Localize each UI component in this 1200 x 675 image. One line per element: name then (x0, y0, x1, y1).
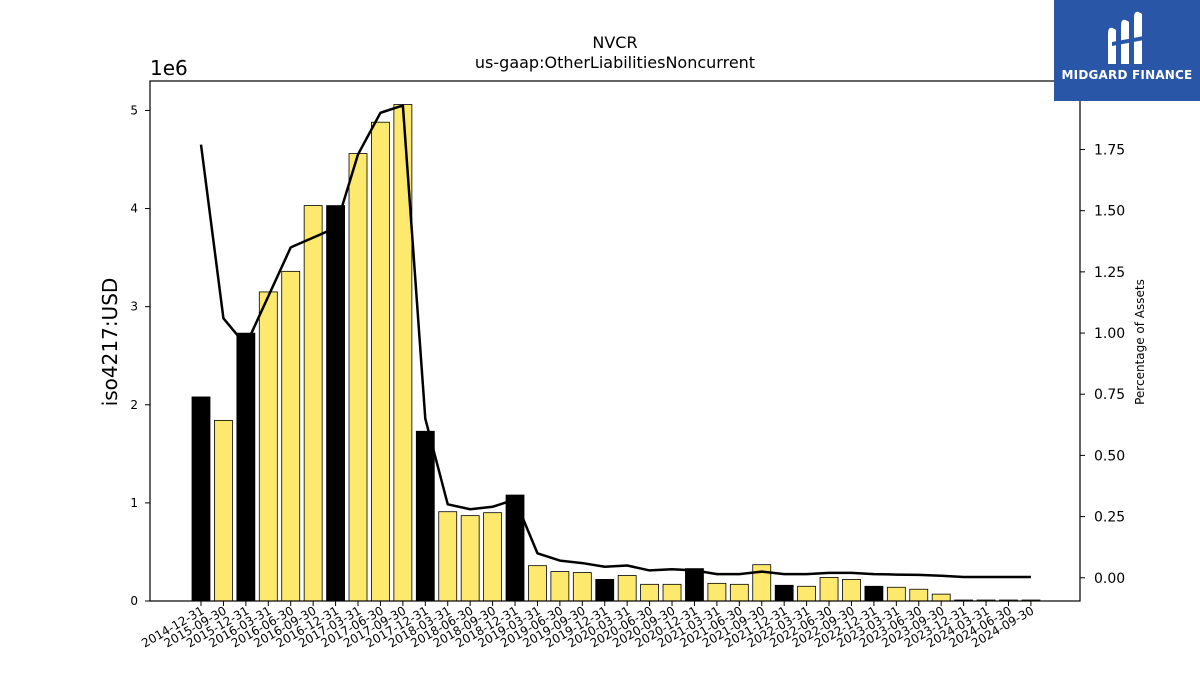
bar (595, 579, 615, 602)
y2-axis-label: Percentage of Assets (1133, 279, 1147, 405)
bar (236, 332, 256, 602)
y-tick-label: 4 (130, 202, 138, 216)
y2-tick-label: 0.25 (1094, 510, 1125, 526)
bar (371, 121, 390, 602)
bar (640, 583, 659, 602)
bar (281, 270, 301, 602)
y2-tick-label: 0.50 (1094, 448, 1125, 464)
bar (550, 571, 570, 602)
y-tick-label: 2 (130, 398, 138, 412)
y-tick-label: 1 (130, 496, 138, 510)
brand-name: MIDGARD FINANCE (1061, 68, 1193, 82)
bar (326, 205, 345, 602)
chart-subtitle: us-gaap:OtherLiabilitiesNoncurrent (475, 53, 755, 72)
bar (842, 579, 861, 602)
bar (460, 515, 480, 602)
bar (617, 575, 637, 602)
bar (886, 586, 906, 602)
logo-icon (1108, 11, 1144, 64)
y-tick-label: 0 (130, 594, 138, 608)
bar (528, 565, 547, 602)
bar (415, 430, 435, 602)
bar (774, 584, 794, 602)
bar (348, 153, 368, 602)
bar (662, 583, 682, 602)
y2-tick-label: 1.75 (1094, 143, 1125, 159)
y-axis-label: iso4217:USD (98, 278, 122, 407)
plot-frame (149, 80, 1081, 602)
y2-tick-label: 1.00 (1094, 326, 1125, 342)
bar (729, 583, 749, 602)
bar (797, 585, 817, 602)
y2-tick-label: 1.50 (1094, 204, 1125, 220)
bar (505, 494, 525, 602)
y2-tick-label: 1.25 (1094, 265, 1125, 281)
bar (909, 588, 929, 602)
bar (931, 593, 951, 602)
bar (303, 205, 323, 602)
bar (258, 291, 278, 602)
brand-logo: MIDGARD FINANCE (1054, 0, 1200, 101)
bar (438, 511, 458, 602)
bar (214, 420, 233, 602)
bar (685, 568, 704, 602)
bar (572, 572, 592, 602)
bar (707, 582, 727, 602)
bar (864, 585, 884, 602)
bar (191, 396, 211, 602)
y2-tick-label: 0.00 (1094, 571, 1125, 587)
y-tick-label: 3 (130, 300, 138, 314)
y-scale-label: 1e6 (150, 56, 188, 80)
bar (483, 512, 502, 602)
pct-assets-line (199, 104, 1031, 579)
y-tick-label: 5 (130, 103, 138, 117)
plot-area: 0123450.000.250.500.751.001.251.501.7520… (130, 103, 1125, 650)
chart-title: NVCR (592, 33, 637, 52)
bar (752, 564, 772, 602)
bar (819, 577, 839, 602)
y2-tick-label: 0.75 (1094, 387, 1125, 403)
